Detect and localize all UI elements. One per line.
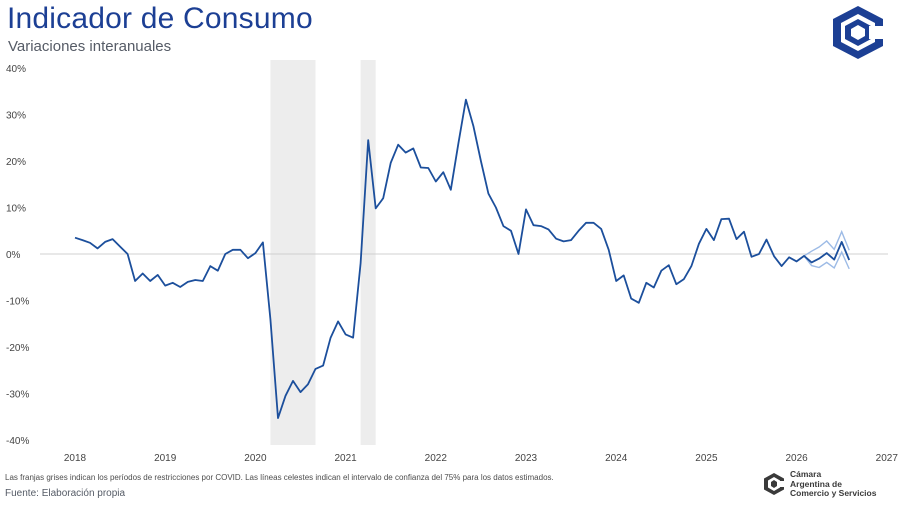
x-tick-label: 2019 xyxy=(154,453,177,464)
footnote: Las franjas grises indican los períodos … xyxy=(5,473,554,482)
y-tick-label: -30% xyxy=(6,390,29,401)
x-tick-label: 2027 xyxy=(876,453,899,464)
organization-name-line1: Cámara xyxy=(790,469,822,479)
organization-mark-icon xyxy=(764,473,786,495)
x-tick-label: 2018 xyxy=(64,453,87,464)
covid-period-2 xyxy=(360,60,376,445)
line-chart: 40%30%20%10%0%-10%-20%-30%-40% 2018 2019 2… xyxy=(6,60,898,464)
x-tick-label: 2026 xyxy=(785,453,808,464)
chart-title: Indicador de Consumo xyxy=(7,2,313,35)
x-tick-label: 2022 xyxy=(425,453,448,464)
series-line-1 xyxy=(74,98,851,420)
source-label: Fuente: Elaboración propia xyxy=(5,488,126,499)
y-tick-label: -40% xyxy=(6,436,29,447)
y-tick-label: 0% xyxy=(6,250,21,261)
covid-shading-layer xyxy=(270,60,376,445)
y-axis: 40% 30% 20% 10% 0% -10% -20% -30% -40% xyxy=(6,64,29,447)
cac-logo xyxy=(833,6,885,59)
covid-period-1 xyxy=(270,60,316,445)
x-tick-label: 2020 xyxy=(244,453,267,464)
x-axis: 2018 2019 2020 2021 2022 2023 2024 2025 2026 2027 xyxy=(64,453,898,464)
x-tick-label: 2023 xyxy=(515,453,538,464)
x-tick-label: 2025 xyxy=(695,453,718,464)
organization-name-line2: Argentina de xyxy=(790,478,842,489)
y-tick-label: 30% xyxy=(6,111,26,122)
y-tick-label: 10% xyxy=(6,204,26,215)
y-tick-label: 20% xyxy=(6,157,26,168)
confidence-upper-line xyxy=(803,229,850,257)
organization-name-line3: Comercio y Servicios xyxy=(790,488,877,498)
y-tick-label: -20% xyxy=(6,343,29,354)
series-layer xyxy=(74,98,851,420)
confidence-band xyxy=(803,229,850,270)
y-tick-label: -10% xyxy=(6,297,29,308)
x-tick-label: 2024 xyxy=(605,453,628,464)
y-tick-label: 40% xyxy=(6,64,26,75)
x-tick-label: 2021 xyxy=(334,453,357,464)
chart-subtitle: Variaciones interanuales xyxy=(8,38,172,55)
organization-logo: Cámara Argentina de Comercio y Servicios xyxy=(762,469,894,500)
confidence-lower-line xyxy=(803,250,850,270)
